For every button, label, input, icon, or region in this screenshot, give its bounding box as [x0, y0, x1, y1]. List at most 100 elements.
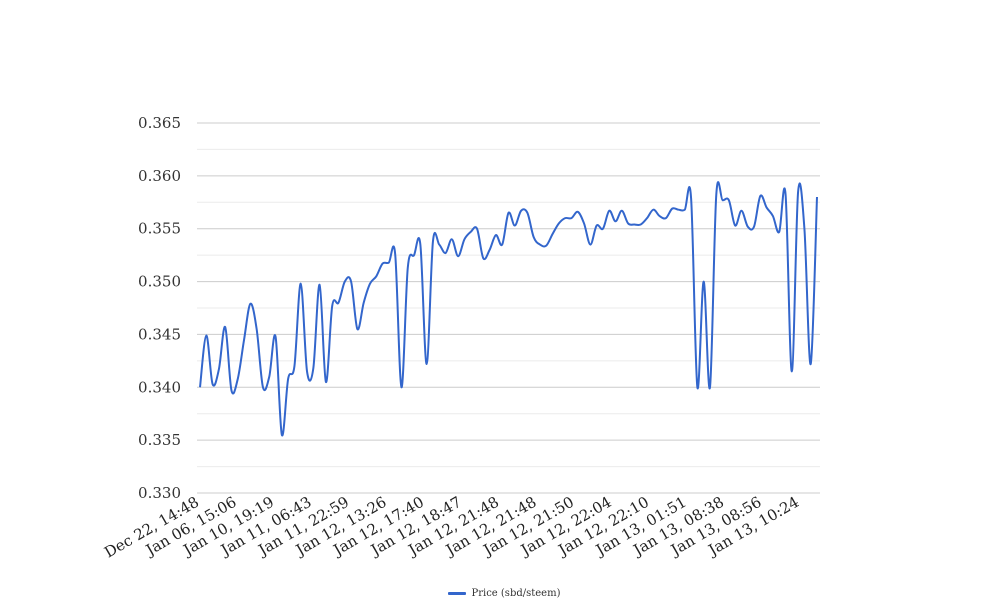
data-point[interactable]	[380, 261, 386, 267]
data-point[interactable]	[241, 337, 247, 343]
data-point[interactable]	[682, 207, 688, 213]
legend-item[interactable]: Price (sbd/steem)	[447, 588, 560, 599]
data-point[interactable]	[619, 208, 625, 214]
data-point[interactable]	[688, 195, 694, 201]
data-point[interactable]	[354, 326, 360, 332]
data-point[interactable]	[814, 194, 820, 200]
data-point[interactable]	[474, 226, 480, 232]
data-point[interactable]	[675, 207, 681, 213]
data-point[interactable]	[757, 193, 763, 199]
data-point[interactable]	[575, 209, 581, 215]
data-point[interactable]	[732, 223, 738, 229]
data-point[interactable]	[424, 361, 430, 367]
data-point[interactable]	[720, 197, 726, 203]
data-point[interactable]	[751, 224, 757, 230]
data-point[interactable]	[625, 220, 631, 226]
data-point[interactable]	[228, 387, 234, 393]
data-point[interactable]	[285, 376, 291, 382]
data-point[interactable]	[430, 238, 436, 244]
data-point[interactable]	[568, 215, 574, 221]
data-point[interactable]	[317, 282, 323, 288]
data-point[interactable]	[235, 376, 241, 382]
data-point[interactable]	[405, 265, 411, 271]
data-point[interactable]	[650, 207, 656, 213]
data-point[interactable]	[222, 324, 228, 330]
data-point[interactable]	[801, 226, 807, 232]
data-point[interactable]	[203, 332, 209, 338]
data-point[interactable]	[770, 213, 776, 219]
data-point[interactable]	[411, 252, 417, 258]
data-point[interactable]	[631, 221, 637, 227]
data-point[interactable]	[373, 273, 379, 279]
data-point[interactable]	[266, 374, 272, 380]
data-point[interactable]	[694, 384, 700, 390]
data-point[interactable]	[461, 236, 467, 242]
data-point[interactable]	[468, 229, 474, 235]
data-point[interactable]	[701, 279, 707, 285]
data-point[interactable]	[594, 223, 600, 229]
data-point[interactable]	[348, 279, 354, 285]
data-point[interactable]	[336, 300, 342, 306]
price-series-line[interactable]	[199, 181, 818, 437]
data-point[interactable]	[499, 242, 505, 248]
data-point[interactable]	[543, 243, 549, 249]
data-point[interactable]	[738, 208, 744, 214]
data-point[interactable]	[436, 242, 442, 248]
data-point[interactable]	[279, 432, 285, 438]
data-point[interactable]	[247, 301, 253, 307]
data-point[interactable]	[506, 210, 512, 216]
data-point[interactable]	[581, 220, 587, 226]
data-point[interactable]	[556, 220, 562, 226]
data-point[interactable]	[669, 206, 675, 212]
data-point[interactable]	[764, 205, 770, 211]
data-point[interactable]	[795, 189, 801, 195]
data-point[interactable]	[745, 224, 751, 230]
data-point[interactable]	[480, 255, 486, 261]
data-point[interactable]	[524, 210, 530, 216]
data-point[interactable]	[386, 260, 392, 266]
data-point[interactable]	[361, 300, 367, 306]
data-point[interactable]	[273, 334, 279, 340]
data-point[interactable]	[298, 281, 304, 287]
data-point[interactable]	[392, 251, 398, 257]
data-point[interactable]	[726, 197, 732, 203]
data-point[interactable]	[512, 223, 518, 229]
data-point[interactable]	[310, 365, 316, 371]
data-point[interactable]	[455, 253, 461, 259]
data-point[interactable]	[493, 232, 499, 238]
data-point[interactable]	[449, 236, 455, 242]
data-point[interactable]	[443, 250, 449, 256]
data-point[interactable]	[210, 381, 216, 387]
data-point[interactable]	[789, 368, 795, 374]
data-point[interactable]	[663, 215, 669, 221]
data-point[interactable]	[487, 247, 493, 253]
data-point[interactable]	[329, 303, 335, 309]
data-point[interactable]	[562, 215, 568, 221]
data-point[interactable]	[537, 242, 543, 248]
data-point[interactable]	[531, 234, 537, 240]
data-point[interactable]	[367, 281, 373, 287]
data-point[interactable]	[304, 368, 310, 374]
data-point[interactable]	[587, 242, 593, 248]
data-point[interactable]	[254, 326, 260, 332]
data-point[interactable]	[707, 384, 713, 390]
data-point[interactable]	[657, 213, 663, 219]
data-point[interactable]	[613, 218, 619, 224]
data-point[interactable]	[342, 279, 348, 285]
data-point[interactable]	[291, 363, 297, 369]
data-point[interactable]	[783, 191, 789, 197]
data-point[interactable]	[713, 192, 719, 198]
data-point[interactable]	[398, 384, 404, 390]
data-point[interactable]	[323, 379, 329, 385]
data-point[interactable]	[550, 231, 556, 237]
data-point[interactable]	[638, 221, 644, 227]
data-point[interactable]	[518, 208, 524, 214]
data-point[interactable]	[216, 366, 222, 372]
data-point[interactable]	[260, 384, 266, 390]
data-point[interactable]	[606, 208, 612, 214]
data-point[interactable]	[197, 384, 203, 390]
data-point[interactable]	[776, 229, 782, 235]
data-point[interactable]	[808, 361, 814, 367]
data-point[interactable]	[644, 215, 650, 221]
data-point[interactable]	[600, 226, 606, 232]
